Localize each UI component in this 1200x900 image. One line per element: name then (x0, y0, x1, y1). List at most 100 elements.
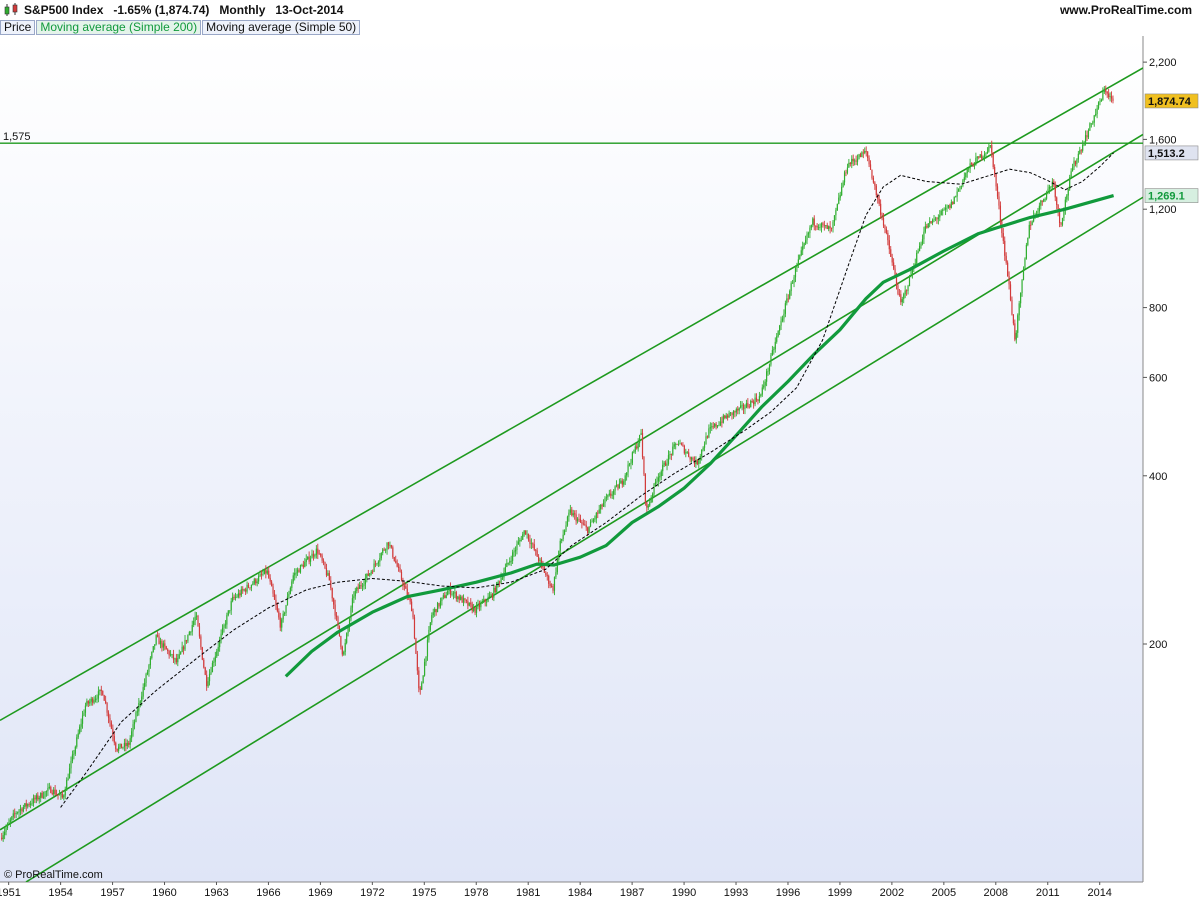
price-candle[interactable] (685, 448, 687, 458)
site-link[interactable]: www.ProRealTime.com (1059, 3, 1192, 17)
price-candle[interactable] (400, 569, 403, 582)
price-candle[interactable] (200, 634, 202, 650)
price-candle[interactable] (1093, 114, 1095, 127)
price-candle[interactable] (333, 597, 335, 610)
price-candle[interactable] (12, 809, 14, 821)
price-candle[interactable] (999, 201, 1002, 226)
price-candle[interactable] (841, 182, 843, 197)
price-candle[interactable] (432, 608, 434, 618)
price-candle[interactable] (975, 152, 977, 166)
price-candle[interactable] (575, 510, 577, 525)
price-candle[interactable] (28, 802, 30, 808)
price-candle[interactable] (194, 611, 196, 626)
price-candle[interactable] (566, 515, 569, 527)
price-candle[interactable] (315, 545, 317, 559)
price-candle[interactable] (271, 579, 273, 587)
price-candle[interactable] (335, 612, 338, 621)
price-candle[interactable] (32, 794, 35, 807)
price-candle[interactable] (644, 473, 646, 506)
price-candle[interactable] (105, 695, 107, 705)
price-candle[interactable] (757, 398, 759, 405)
price-candle[interactable] (898, 289, 900, 297)
price-candle[interactable] (132, 719, 134, 737)
price-candle[interactable] (858, 153, 860, 160)
price-candle[interactable] (1050, 185, 1052, 192)
price-candle[interactable] (829, 221, 831, 234)
price-candle[interactable] (294, 568, 296, 581)
price-candle[interactable] (747, 398, 749, 409)
price-candle[interactable] (880, 199, 882, 219)
price-candle[interactable] (1069, 174, 1071, 191)
price-candle[interactable] (965, 172, 967, 180)
price-candle[interactable] (790, 281, 792, 296)
price-candle[interactable] (93, 696, 95, 705)
price-candle[interactable] (550, 583, 553, 588)
price-candle[interactable] (1077, 150, 1079, 163)
price-candle[interactable] (191, 620, 193, 636)
price-candle[interactable] (600, 504, 602, 514)
price-candle[interactable] (398, 563, 400, 572)
price-candle[interactable] (621, 478, 623, 488)
price-candle[interactable] (396, 559, 398, 568)
price-candle[interactable] (667, 450, 670, 466)
price-candle[interactable] (1030, 220, 1032, 231)
price-candle[interactable] (1090, 123, 1092, 128)
price-candle[interactable] (774, 337, 776, 353)
price-candle[interactable] (496, 581, 498, 594)
price-candle[interactable] (423, 658, 426, 677)
price-candle[interactable] (1005, 252, 1007, 265)
price-candle[interactable] (614, 485, 616, 496)
price-candle[interactable] (637, 438, 639, 452)
price-candle[interactable] (545, 570, 547, 577)
price-candle[interactable] (646, 501, 648, 513)
price-candle[interactable] (513, 547, 515, 557)
price-candle[interactable] (897, 282, 899, 296)
price-candle[interactable] (728, 410, 730, 418)
price-candle[interactable] (676, 443, 678, 445)
price-candle[interactable] (641, 428, 644, 460)
price-candle[interactable] (745, 399, 748, 409)
price-candle[interactable] (929, 217, 931, 228)
price-candle[interactable] (950, 199, 952, 209)
price-candle[interactable] (750, 399, 752, 408)
price-candle[interactable] (995, 172, 997, 191)
price-candle[interactable] (628, 462, 631, 467)
price-candle[interactable] (802, 241, 804, 256)
price-candle[interactable] (1103, 85, 1105, 94)
price-candle[interactable] (351, 594, 354, 613)
price-candle[interactable] (242, 586, 244, 594)
price-candle[interactable] (981, 150, 983, 161)
price-candle[interactable] (363, 579, 365, 590)
price-candle[interactable] (112, 724, 114, 742)
price-candle[interactable] (934, 216, 937, 222)
price-candle[interactable] (535, 549, 537, 556)
price-candle[interactable] (283, 611, 286, 617)
price-candle[interactable] (959, 185, 961, 192)
price-candle[interactable] (27, 803, 29, 809)
price-candle[interactable] (937, 214, 939, 225)
price-candle[interactable] (364, 573, 367, 590)
price-candle[interactable] (71, 750, 74, 764)
price-candle[interactable] (174, 657, 176, 665)
price-candle[interactable] (735, 407, 737, 417)
price-candle[interactable] (653, 482, 655, 498)
price-candle[interactable] (475, 601, 478, 618)
price-candle[interactable] (972, 162, 974, 167)
price-candle[interactable] (484, 598, 486, 607)
price-candle[interactable] (92, 697, 94, 706)
price-candle[interactable] (220, 629, 222, 644)
price-candle[interactable] (777, 330, 779, 338)
price-candle[interactable] (572, 509, 574, 518)
price-candle[interactable] (516, 540, 518, 555)
price-candle[interactable] (96, 694, 98, 704)
price-candle[interactable] (292, 572, 294, 584)
price-candle[interactable] (321, 553, 323, 564)
price-candle[interactable] (73, 749, 75, 760)
price-candle[interactable] (334, 599, 336, 620)
price-candle[interactable] (8, 818, 10, 824)
price-candle[interactable] (1064, 196, 1066, 215)
price-candle[interactable] (385, 548, 387, 554)
price-candle[interactable] (921, 234, 924, 246)
price-candle[interactable] (152, 646, 154, 653)
price-candle[interactable] (436, 601, 439, 613)
